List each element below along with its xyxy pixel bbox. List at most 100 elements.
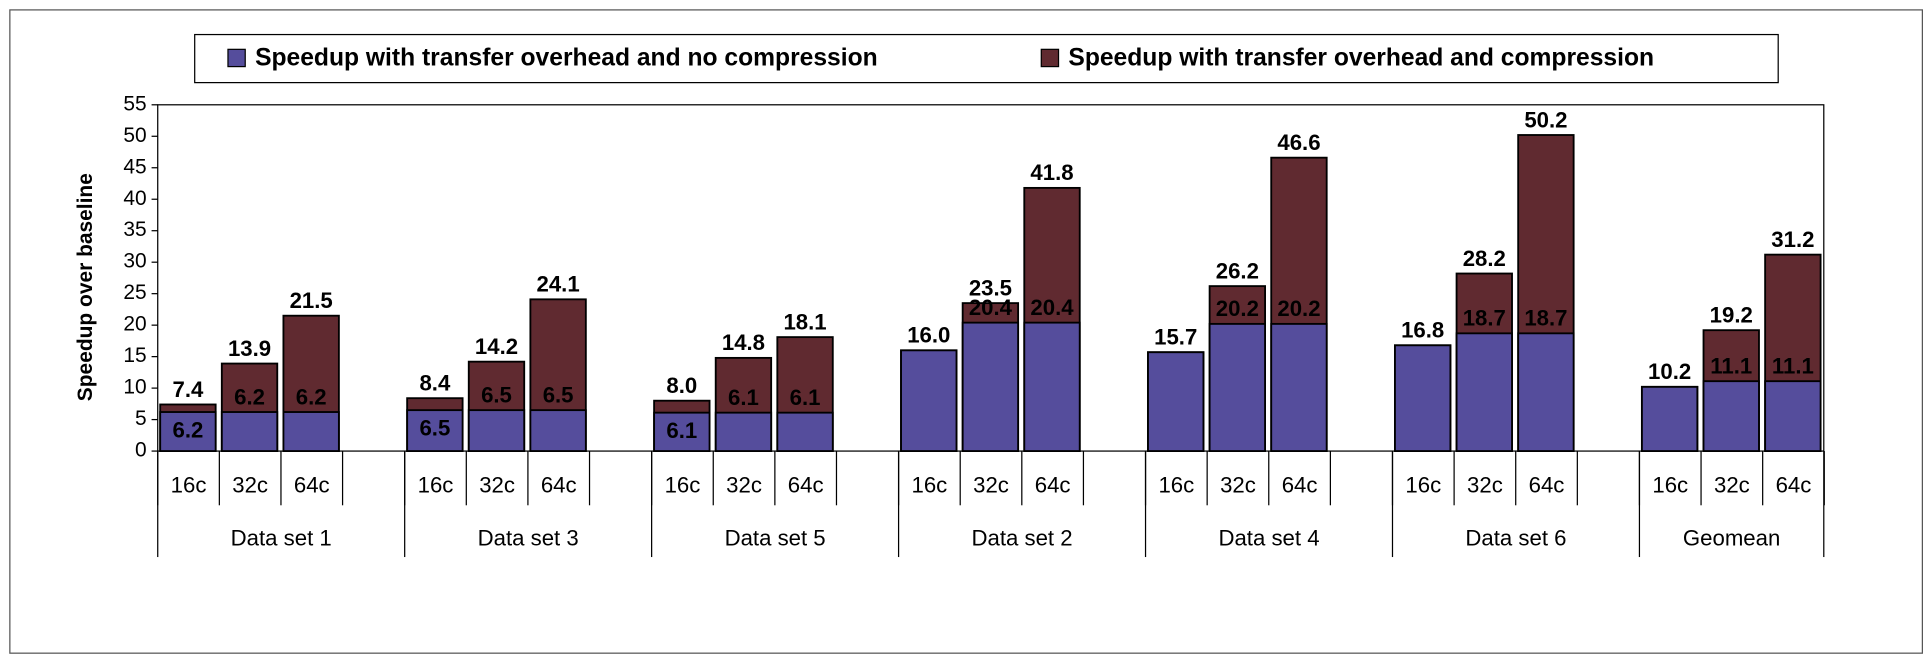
bar (1394, 344, 1452, 452)
legend-swatch (227, 48, 246, 68)
data-label: 18.7 (1524, 306, 1567, 331)
bar (776, 411, 834, 452)
bar (1764, 380, 1822, 452)
y-tick-label: 40 (123, 187, 146, 210)
bar (159, 411, 217, 452)
bar (714, 411, 773, 452)
data-label: 6.1 (666, 418, 697, 443)
group-label: Data set 5 (725, 526, 826, 551)
data-label: 14.8 (722, 330, 765, 355)
data-label: 8.4 (419, 370, 450, 395)
group-label: Data set 6 (1465, 526, 1566, 551)
data-label: 41.8 (1030, 160, 1073, 185)
bar (1208, 322, 1266, 452)
legend-box (194, 33, 1779, 84)
bar (1023, 321, 1081, 452)
x-tick-label: 32c (232, 473, 268, 498)
bar (1455, 332, 1513, 452)
group-label: Geomean (1683, 526, 1780, 551)
x-tick-label: 32c (1714, 473, 1750, 498)
data-label: 18.7 (1463, 306, 1506, 331)
data-label: 10.2 (1648, 359, 1691, 384)
y-tick-label: 45 (123, 155, 146, 178)
x-tick-label: 16c (171, 473, 207, 498)
data-label: 8.0 (666, 373, 697, 398)
data-label: 20.4 (1030, 295, 1074, 320)
x-tick-label: 32c (726, 473, 762, 498)
data-label: 11.1 (1710, 353, 1752, 378)
y-tick-label: 35 (123, 218, 146, 241)
data-label: 16.8 (1401, 318, 1444, 343)
x-tick-label: 64c (788, 473, 824, 498)
data-label: 19.2 (1710, 302, 1753, 327)
group-label: Data set 4 (1218, 526, 1319, 551)
data-label: 16.0 (907, 323, 950, 348)
data-label: 21.5 (290, 288, 333, 313)
y-tick-label: 30 (123, 250, 146, 273)
data-label: 23.5 (969, 275, 1012, 300)
data-label: 6.5 (481, 382, 512, 407)
data-label: 6.2 (173, 418, 204, 443)
x-tick-label: 64c (541, 473, 577, 498)
data-label: 6.5 (543, 382, 574, 407)
group-label: Data set 1 (231, 526, 332, 551)
y-tick-label: 20 (123, 313, 146, 336)
y-tick-label: 15 (123, 344, 146, 367)
data-label: 20.2 (1216, 296, 1259, 321)
y-tick-label: 55 (123, 92, 146, 115)
bar (961, 321, 1020, 452)
bar (1517, 332, 1575, 452)
data-label: 20.4 (969, 295, 1013, 320)
data-label: 6.1 (728, 385, 759, 410)
x-tick-label: 16c (418, 473, 454, 498)
data-label: 14.2 (475, 334, 518, 359)
y-tick-label: 0 (135, 439, 147, 462)
data-label: 28.2 (1463, 246, 1506, 271)
x-tick-label: 64c (1035, 473, 1071, 498)
x-tick-label: 32c (1467, 473, 1503, 498)
data-label: 18.1 (783, 309, 826, 334)
bar (282, 411, 340, 452)
x-tick-label: 16c (1158, 473, 1194, 498)
x-tick-label: 16c (1405, 473, 1441, 498)
data-label: 46.6 (1277, 130, 1320, 155)
data-label: 7.4 (173, 377, 204, 402)
x-tick-label: 64c (1282, 473, 1318, 498)
data-label: 31.2 (1771, 227, 1814, 252)
data-label: 6.1 (790, 385, 821, 410)
data-label: 24.1 (537, 272, 580, 297)
y-axis-title: Speedup over baseline (74, 173, 97, 401)
data-label: 26.2 (1216, 258, 1259, 283)
x-tick-label: 64c (1529, 473, 1565, 498)
bar (1147, 351, 1205, 452)
bar (1270, 322, 1328, 452)
data-label: 20.2 (1277, 296, 1320, 321)
group-label: Data set 3 (478, 526, 579, 551)
bar (220, 411, 279, 452)
data-label: 13.9 (228, 336, 271, 361)
bar (653, 411, 711, 452)
data-label: 6.5 (419, 416, 450, 441)
bar (529, 409, 587, 452)
bar (406, 409, 464, 452)
data-label: 50.2 (1524, 107, 1567, 132)
legend-label: Speedup with transfer overhead and compr… (1068, 45, 1654, 72)
data-label: 11.1 (1772, 353, 1814, 378)
y-tick-label: 25 (123, 281, 146, 304)
group-label: Data set 2 (972, 526, 1073, 551)
x-tick-label: 16c (1652, 473, 1688, 498)
legend-label: Speedup with transfer overhead and no co… (255, 45, 878, 72)
x-tick-label: 32c (479, 473, 515, 498)
x-tick-label: 16c (665, 473, 701, 498)
data-label: 15.7 (1154, 325, 1197, 350)
x-tick-label: 64c (1776, 473, 1812, 498)
x-tick-label: 64c (294, 473, 330, 498)
x-tick-label: 32c (1220, 473, 1256, 498)
x-tick-label: 32c (973, 473, 1009, 498)
y-tick-label: 50 (123, 124, 146, 147)
bar (467, 409, 526, 452)
y-tick-label: 10 (123, 376, 146, 399)
bar (1702, 380, 1760, 452)
data-label: 6.2 (296, 384, 327, 409)
